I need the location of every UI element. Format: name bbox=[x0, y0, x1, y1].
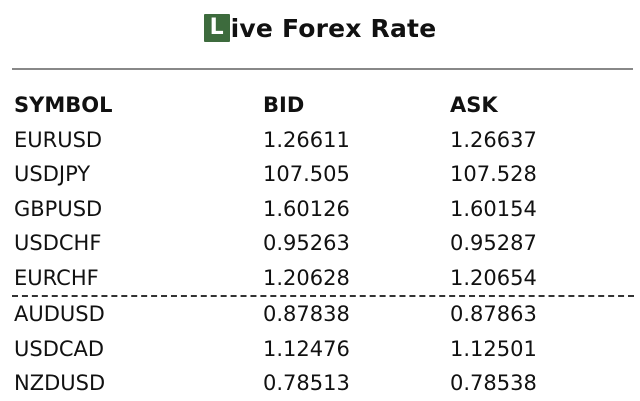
bid-cell: 1.20628 bbox=[263, 265, 350, 290]
ask-cell: 0.87863 bbox=[450, 302, 537, 327]
symbol-cell: NZDUSD bbox=[14, 371, 106, 396]
symbol-cell: GBPUSD bbox=[14, 196, 103, 221]
symbol-cell: EURUSD bbox=[14, 127, 103, 152]
header-divider bbox=[12, 68, 633, 70]
table-header-row: SYMBOL BID ASK bbox=[14, 88, 614, 123]
bid-cell: 0.87838 bbox=[263, 302, 350, 327]
bid-cell: 0.95263 bbox=[263, 231, 350, 256]
symbol-cell: USDCHF bbox=[14, 231, 102, 256]
forex-table: SYMBOL BID ASK EURUSD 1.26611 1.26637 US… bbox=[12, 88, 634, 401]
table-row: GBPUSD 1.60126 1.60154 bbox=[14, 192, 614, 227]
symbol-cell: EURCHF bbox=[14, 265, 99, 290]
column-header-ask: ASK bbox=[450, 93, 498, 118]
bid-cell: 107.505 bbox=[263, 162, 350, 187]
page-title: ive Forex Rate bbox=[230, 13, 437, 43]
ask-cell: 1.12501 bbox=[450, 336, 537, 361]
bid-cell: 1.60126 bbox=[263, 196, 350, 221]
table-row: USDCHF 0.95263 0.95287 bbox=[14, 226, 614, 261]
table-row: AUDUSD 0.87838 0.87863 bbox=[14, 297, 614, 332]
bid-cell: 0.78513 bbox=[263, 371, 350, 396]
ask-cell: 1.60154 bbox=[450, 196, 537, 221]
logo-icon: L bbox=[203, 14, 230, 42]
symbol-cell: USDJPY bbox=[14, 162, 91, 187]
symbol-cell: USDCAD bbox=[14, 336, 105, 361]
title-wrap: L ive Forex Rate bbox=[203, 13, 437, 43]
ask-cell: 1.20654 bbox=[450, 265, 537, 290]
ask-cell: 1.26637 bbox=[450, 127, 537, 152]
dashed-divider bbox=[12, 295, 634, 297]
table-row: EURUSD 1.26611 1.26637 bbox=[14, 123, 614, 158]
table-row: NZDUSD 0.78513 0.78538 bbox=[14, 366, 614, 401]
ask-cell: 0.78538 bbox=[450, 371, 537, 396]
column-header-symbol: SYMBOL bbox=[14, 93, 113, 118]
symbol-cell: AUDUSD bbox=[14, 302, 105, 327]
table-row: USDCAD 1.12476 1.12501 bbox=[14, 332, 614, 367]
table-row: EURCHF 1.20628 1.20654 bbox=[14, 261, 614, 296]
page-header: L ive Forex Rate bbox=[0, 8, 640, 48]
bid-cell: 1.26611 bbox=[263, 127, 350, 152]
ask-cell: 0.95287 bbox=[450, 231, 537, 256]
column-header-bid: BID bbox=[263, 93, 305, 118]
table-row: USDJPY 107.505 107.528 bbox=[14, 157, 614, 192]
ask-cell: 107.528 bbox=[450, 162, 537, 187]
bid-cell: 1.12476 bbox=[263, 336, 350, 361]
